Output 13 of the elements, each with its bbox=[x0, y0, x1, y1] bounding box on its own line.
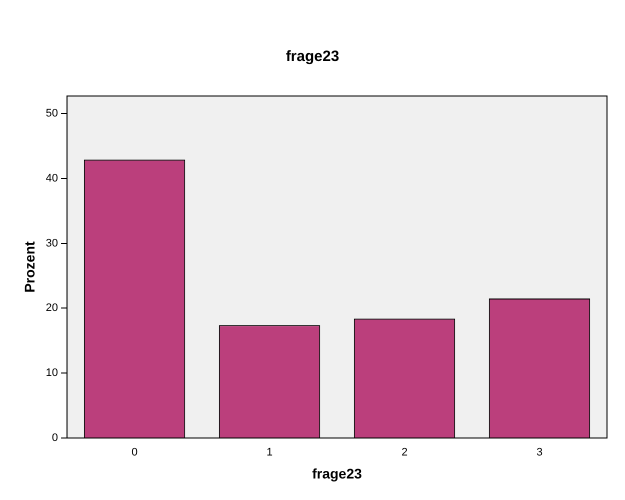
chart-title: frage23 bbox=[286, 48, 340, 66]
x-tick-label: 0 bbox=[131, 446, 138, 459]
x-axis-title: frage23 bbox=[312, 465, 362, 482]
x-tick-label: 1 bbox=[266, 446, 273, 459]
y-tick-label: 10 bbox=[46, 367, 58, 380]
y-tick-label: 20 bbox=[46, 302, 58, 314]
y-tick-label: 50 bbox=[46, 108, 58, 120]
y-axis-title: Prozent bbox=[21, 240, 38, 293]
y-tick-label: 40 bbox=[46, 172, 58, 184]
y-tick-label: 0 bbox=[52, 432, 58, 444]
y-tick-label: 30 bbox=[46, 237, 58, 250]
x-tick-label: 2 bbox=[401, 446, 408, 459]
x-tick-label: 3 bbox=[536, 446, 543, 459]
